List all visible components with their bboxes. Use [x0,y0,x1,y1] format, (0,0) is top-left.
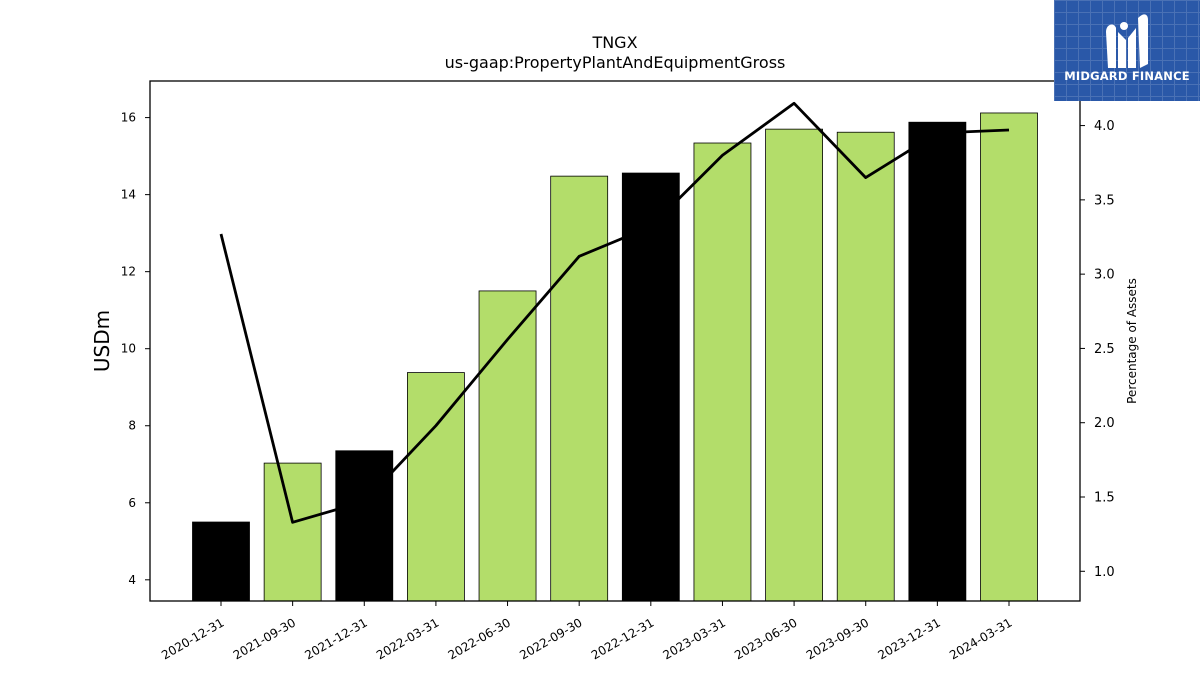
bar-2023-12-31 [908,121,967,602]
bar-2021-09-30 [263,462,322,602]
x-tick-label: 2020-12-31 [159,615,226,662]
bar-2024-03-31 [980,112,1038,602]
x-tick-label: 2022-06-30 [446,615,513,662]
logo-background-pattern [1054,0,1200,101]
logo-text: MIDGARD FINANCE [1064,69,1190,83]
right-tick-label: 1.5 [1094,491,1115,506]
left-tick-label: 10 [121,342,136,356]
bar-series [192,112,1038,602]
bar-2022-12-31 [621,172,680,602]
left-tick-label: 14 [121,188,136,202]
x-tick-label: 2022-09-30 [517,615,584,662]
line-series [219,101,1010,524]
x-tick-label: 2022-12-31 [589,615,656,662]
bar-2023-06-30 [765,128,823,602]
right-tick-label: 3.0 [1094,268,1115,283]
y2-axis-title: Percentage of Assets [1125,278,1139,404]
bar-2023-03-31 [693,142,752,602]
left-tick-label: 12 [121,265,136,279]
x-tick-label: 2021-09-30 [231,615,298,662]
plot-frame [149,80,1081,602]
left-tick-label: 16 [121,111,136,125]
right-tick-label: 2.0 [1094,416,1115,431]
x-axis: 2020-12-31 2021-09-30 2021-12-31 2022-03-31… [159,601,1015,662]
x-tick-label: 2023-12-31 [875,615,942,662]
bar-2021-12-31 [335,450,394,602]
bar-2022-09-30 [550,175,609,602]
right-tick-label: 4.0 [1094,119,1115,134]
right-tick-label: 1.0 [1094,565,1115,580]
y-axis-title: USDm [90,310,114,372]
chart-title: TNGX [591,33,637,52]
right-tick-label: 3.5 [1094,193,1115,208]
percentage-line [219,101,1010,524]
left-axis: 4 6 8 10 12 14 16 [121,111,150,587]
x-tick-label: 2023-03-31 [661,615,728,662]
x-tick-label: 2023-09-30 [804,615,871,662]
bar-2022-03-31 [407,372,465,602]
x-tick-label: 2024-03-31 [947,615,1014,662]
right-tick-label: 2.5 [1094,342,1115,357]
x-tick-label: 2021-12-31 [302,615,369,662]
bar-2020-12-31 [192,521,250,602]
right-axis: 1.0 1.5 2.0 2.5 3.0 3.5 4.0 [1080,119,1115,580]
left-tick-label: 4 [128,573,136,587]
midgard-logo-icon [1106,14,1148,68]
left-tick-label: 8 [128,419,136,433]
bar-2023-09-30 [836,131,895,602]
x-tick-label: 2023-06-30 [732,615,799,662]
x-tick-label: 2022-03-31 [374,615,441,662]
left-tick-label: 6 [128,496,136,510]
chart-subtitle: us-gaap:PropertyPlantAndEquipmentGross [445,53,786,72]
brand-logo: MIDGARD FINANCE [1054,0,1200,101]
bar-2022-06-30 [478,290,537,602]
